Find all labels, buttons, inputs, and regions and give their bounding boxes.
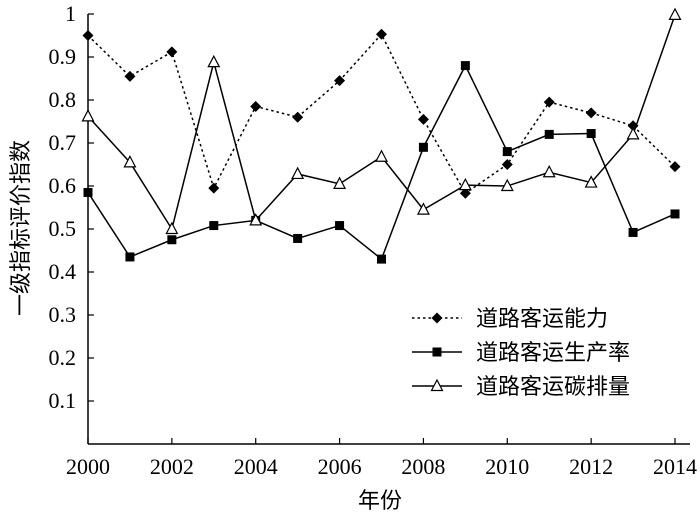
- y-tick-label: 0.5: [49, 216, 77, 241]
- x-tick-label: 2014: [653, 454, 697, 479]
- series-2: [83, 61, 680, 264]
- legend-marker: [430, 378, 444, 392]
- triangle-data-point: [123, 155, 137, 168]
- y-tick-label: 0.2: [49, 345, 77, 370]
- triangle-data-point: [375, 149, 388, 162]
- triangle-data-point: [165, 221, 179, 235]
- square-data-point: [335, 221, 345, 231]
- series-1-line: [87, 32, 676, 195]
- triangle-data-point: [416, 202, 430, 215]
- diamond-data-point: [459, 187, 471, 199]
- triangle-data-point: [249, 213, 263, 226]
- diamond-data-point: [292, 111, 304, 123]
- diamond-data-point: [124, 70, 136, 82]
- diamond-data-point: [543, 96, 555, 108]
- square-data-point: [167, 235, 177, 245]
- x-tick-label: 2000: [66, 454, 110, 479]
- y-tick-label: 0.6: [49, 173, 77, 198]
- triangle-data-point: [291, 166, 305, 180]
- y-tick-label: 1: [65, 1, 76, 26]
- triangle-data-point: [584, 175, 598, 188]
- diamond-data-point: [585, 107, 597, 119]
- legend-item-2: 道路客运生产率: [412, 341, 630, 366]
- y-tick-label: 0.4: [49, 259, 77, 284]
- series-1: [82, 28, 681, 199]
- legend-marker: [431, 312, 443, 324]
- series-3-line: [87, 14, 676, 231]
- diamond-data-point: [417, 113, 429, 125]
- series-layer: [81, 7, 682, 264]
- diamond-data-point: [250, 100, 262, 112]
- triangle-data-point: [458, 177, 472, 191]
- square-data-point: [293, 233, 303, 243]
- legend-item-1: 道路客运能力: [412, 307, 608, 332]
- square-data-point: [460, 61, 470, 71]
- diamond-data-point: [501, 159, 513, 170]
- diamond-data-point: [669, 161, 681, 173]
- x-tick-label: 2002: [150, 454, 194, 479]
- triangle-data-point: [668, 7, 682, 20]
- x-axis-title: 年份: [358, 489, 402, 514]
- diamond-data-point: [208, 182, 220, 194]
- x-tick-label: 2008: [401, 454, 445, 479]
- y-tick-label: 0.7: [49, 130, 77, 155]
- legend-label: 道路客运生产率: [476, 341, 630, 366]
- diamond-data-point: [166, 46, 178, 58]
- y-tick-label: 0.3: [49, 302, 77, 327]
- y-tick-label: 0.8: [49, 87, 77, 112]
- legend-marker: [432, 347, 442, 357]
- triangle-data-point: [333, 176, 347, 189]
- square-data-point: [83, 187, 93, 197]
- x-tick-label: 2010: [485, 454, 529, 479]
- y-tick-label: 0.1: [49, 388, 77, 413]
- triangle-data-point: [81, 109, 95, 122]
- triangle-data-point: [626, 127, 640, 140]
- series-3: [81, 7, 682, 235]
- x-tick-label: 2006: [318, 454, 362, 479]
- diamond-data-point: [82, 30, 94, 41]
- legend-item-3: 道路客运碳排量: [412, 375, 630, 400]
- triangle-data-point: [500, 178, 514, 192]
- triangle-data-point: [207, 54, 221, 68]
- square-data-point: [418, 142, 428, 152]
- legend-label: 道路客运能力: [476, 307, 608, 332]
- square-data-point: [209, 221, 219, 231]
- x-tick-label: 2012: [569, 454, 613, 479]
- diamond-data-point: [376, 28, 387, 40]
- triangle-data-point: [542, 164, 556, 178]
- square-data-point: [670, 209, 680, 219]
- x-tick-label: 2004: [234, 454, 278, 479]
- ticks: 0.1 0.2 0.3 0.4 0.5 0.6 0.7 0.8 0.9 1 2000 2002 2004…: [49, 1, 698, 479]
- square-data-point: [586, 129, 596, 139]
- square-data-point: [502, 147, 512, 157]
- square-data-point: [628, 227, 638, 237]
- y-tick-label: 0.9: [49, 44, 77, 69]
- square-data-point: [544, 129, 554, 139]
- y-axis-title: 一级指标评价指数: [9, 140, 34, 316]
- square-data-point: [125, 252, 135, 262]
- square-data-point: [377, 254, 386, 264]
- diamond-data-point: [334, 75, 346, 87]
- legend-label: 道路客运碳排量: [476, 375, 630, 400]
